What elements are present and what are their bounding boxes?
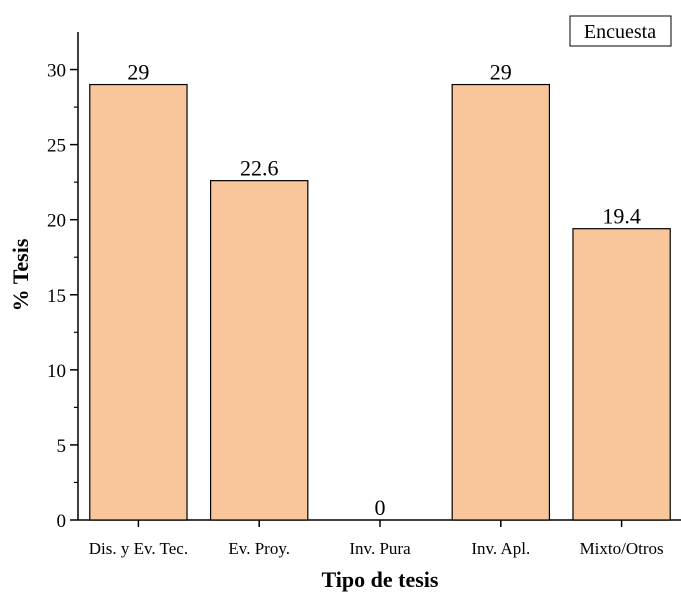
x-tick-label: Dis. y Ev. Tec. xyxy=(89,539,188,558)
bar xyxy=(451,83,551,521)
x-axis-ticks: Dis. y Ev. Tec. Ev. Proy. Inv. Pura Inv. Ap… xyxy=(89,520,664,558)
y-axis-ticks: 0 5 10 15 20 25 30 xyxy=(47,61,78,532)
bar-value-label: 22.6 xyxy=(240,156,279,181)
bar xyxy=(572,228,671,521)
x-tick-label: Ev. Proy. xyxy=(228,539,290,558)
bar xyxy=(209,180,309,521)
y-tick-label: 10 xyxy=(47,361,66,382)
y-axis-title: % Tesis xyxy=(8,238,33,311)
y-tick-label: 30 xyxy=(47,61,66,82)
legend-box xyxy=(569,15,672,47)
bar-value-label: 0 xyxy=(375,495,386,520)
x-tick-label: Mixto/Otros xyxy=(580,539,664,558)
bar-value-label: 19.4 xyxy=(602,204,641,229)
y-tick-label: 20 xyxy=(47,211,66,232)
bar-value-label: 29 xyxy=(127,60,149,85)
legend-label: Encuesta xyxy=(584,21,656,43)
x-tick-label: Inv. Apl. xyxy=(471,539,530,558)
bar xyxy=(89,83,188,521)
y-tick-label: 25 xyxy=(47,136,66,157)
x-tick-label: Inv. Pura xyxy=(349,539,411,558)
x-axis-title: Tipo de tesis xyxy=(322,567,439,592)
bars-group: 29 22.6 0 29 19.4 xyxy=(89,60,671,521)
y-tick-label: 15 xyxy=(47,286,66,307)
bar-value-label: 29 xyxy=(490,60,512,85)
y-tick-label: 0 xyxy=(57,511,67,532)
y-tick-label: 5 xyxy=(57,436,67,457)
